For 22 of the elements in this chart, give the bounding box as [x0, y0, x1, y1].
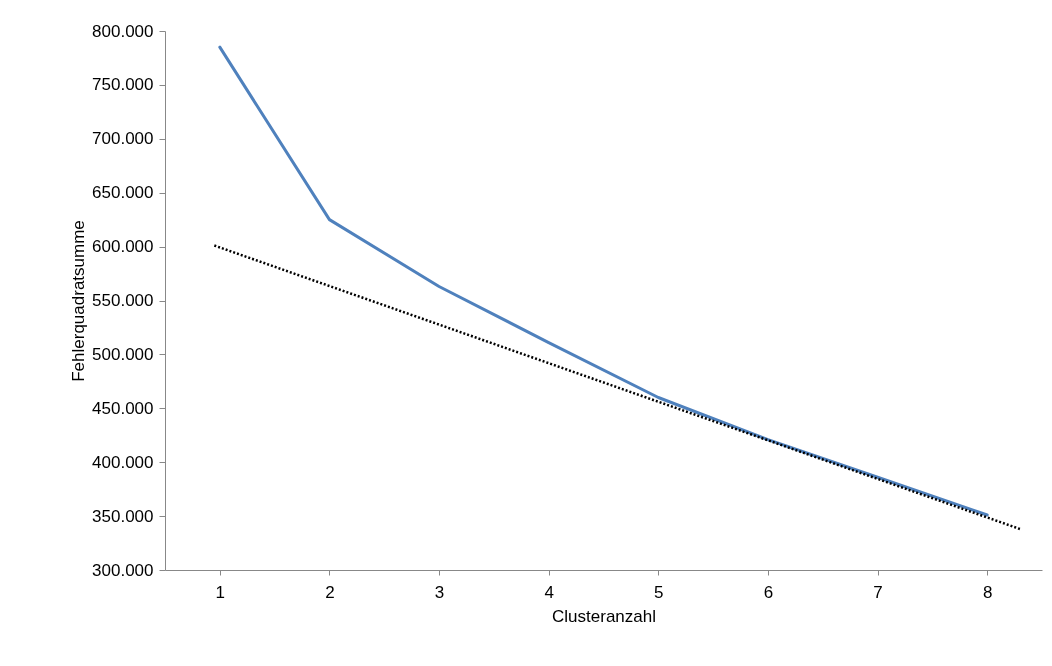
x-tick-label: 3	[434, 582, 445, 602]
y-tick-label: 350.000	[92, 506, 154, 526]
y-tick-label: 300.000	[92, 560, 154, 580]
y-tick-label: 700.000	[92, 129, 154, 149]
x-tick-label: 4	[544, 582, 554, 602]
y-tick-label: 800.000	[92, 21, 154, 41]
x-tick-label: 2	[325, 582, 335, 602]
x-tick-label: 5	[654, 582, 664, 602]
y-tick-label: 550.000	[92, 291, 154, 310]
x-tick-label: 1	[215, 582, 226, 602]
y-tick-label: 400.000	[92, 452, 154, 472]
y-axis-title: Fehlerquadratsumme	[69, 220, 89, 382]
line-series	[218, 45, 989, 517]
x-tick-label: 8	[982, 582, 993, 602]
x-tick-label: 7	[873, 582, 883, 602]
y-tick-label: 600.000	[92, 237, 154, 257]
y-tick-label: 450.000	[92, 398, 154, 418]
y-tick-label: 500.000	[92, 344, 154, 364]
y-tick-label: 650.000	[92, 183, 154, 203]
y-tick-label: 750.000	[92, 75, 154, 95]
x-axis-title: Clusteranzahl	[552, 606, 656, 626]
x-tick-label: 6	[763, 582, 774, 602]
